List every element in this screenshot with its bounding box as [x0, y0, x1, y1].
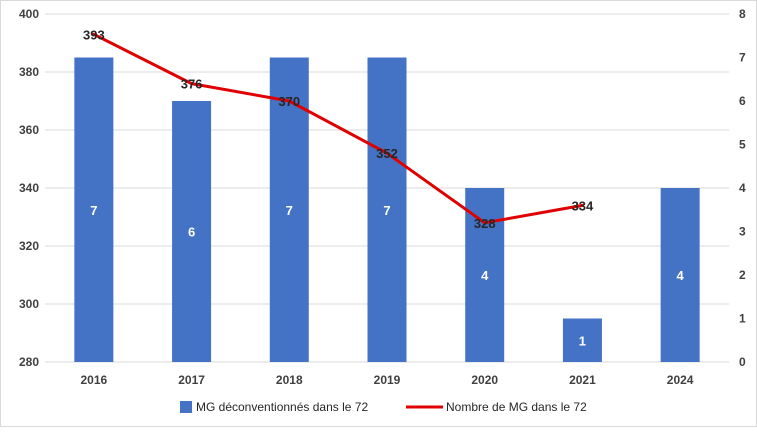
line-point	[92, 32, 96, 36]
bar-data-label: 6	[188, 225, 195, 240]
x-tick-label: 2020	[471, 373, 498, 387]
x-tick-label: 2021	[569, 373, 596, 387]
y-right-tick-label: 8	[739, 7, 746, 21]
series-line	[93, 32, 583, 225]
line-series	[92, 32, 584, 225]
y-right-tick-label: 3	[739, 225, 746, 239]
line-data-label: 328	[474, 216, 496, 231]
y-axis-right: 0 1 2 3 4 5 6 7 8	[739, 7, 746, 369]
bar	[660, 188, 700, 362]
bar	[367, 57, 407, 362]
legend-label-bar: MG déconventionnés dans le 72	[196, 400, 368, 414]
y-left-tick-label: 400	[19, 7, 39, 21]
bar-data-label: 7	[286, 203, 293, 218]
y-right-tick-label: 0	[739, 355, 746, 369]
legend-swatch-bar	[180, 401, 192, 413]
y-left-tick-label: 340	[19, 181, 39, 195]
line-point	[580, 203, 584, 207]
bar-data-labels: 7 6 7 7 4 1 4	[90, 203, 684, 349]
line-data-labels: 393 376 370 352 328 334	[83, 27, 594, 231]
y-right-tick-label: 4	[739, 181, 746, 195]
line-data-label: 370	[278, 94, 300, 109]
y-right-tick-label: 1	[739, 312, 746, 326]
y-left-tick-label: 320	[19, 239, 39, 253]
line-data-label: 352	[376, 146, 398, 161]
bar-data-label: 1	[579, 333, 586, 348]
line-point	[190, 82, 194, 86]
y-right-tick-label: 7	[739, 51, 746, 65]
bar-data-label: 7	[90, 203, 97, 218]
line-data-label: 334	[572, 198, 594, 213]
bar-series	[74, 57, 700, 362]
line-point	[385, 151, 389, 155]
x-tick-label: 2024	[667, 373, 694, 387]
y-right-tick-label: 2	[739, 268, 746, 282]
bar-data-label: 4	[481, 268, 489, 283]
y-left-tick-label: 280	[19, 355, 39, 369]
line-point	[483, 221, 487, 225]
line-data-label: 376	[181, 77, 203, 92]
x-tick-label: 2019	[374, 373, 401, 387]
bar	[172, 101, 212, 362]
bar-data-label: 4	[677, 268, 685, 283]
bar	[562, 318, 602, 362]
y-left-tick-label: 360	[19, 123, 39, 137]
x-tick-label: 2016	[81, 373, 108, 387]
legend: MG déconventionnés dans le 72 Nombre de …	[180, 400, 587, 414]
y-axis-left: 280 300 320 340 360 380 400	[19, 7, 39, 369]
bar	[74, 57, 114, 362]
y-left-tick-label: 300	[19, 297, 39, 311]
line-data-label: 393	[83, 27, 105, 42]
line-point	[287, 99, 291, 103]
y-right-tick-label: 6	[739, 94, 746, 108]
x-tick-label: 2017	[178, 373, 205, 387]
bar-data-label: 7	[383, 203, 390, 218]
legend-label-line: Nombre de MG dans le 72	[446, 400, 587, 414]
x-tick-label: 2018	[276, 373, 303, 387]
bar	[465, 188, 505, 362]
x-axis: 2016 2017 2018 2019 2020 2021 2024	[81, 373, 694, 387]
y-left-tick-label: 380	[19, 65, 39, 79]
y-right-tick-label: 5	[739, 138, 746, 152]
